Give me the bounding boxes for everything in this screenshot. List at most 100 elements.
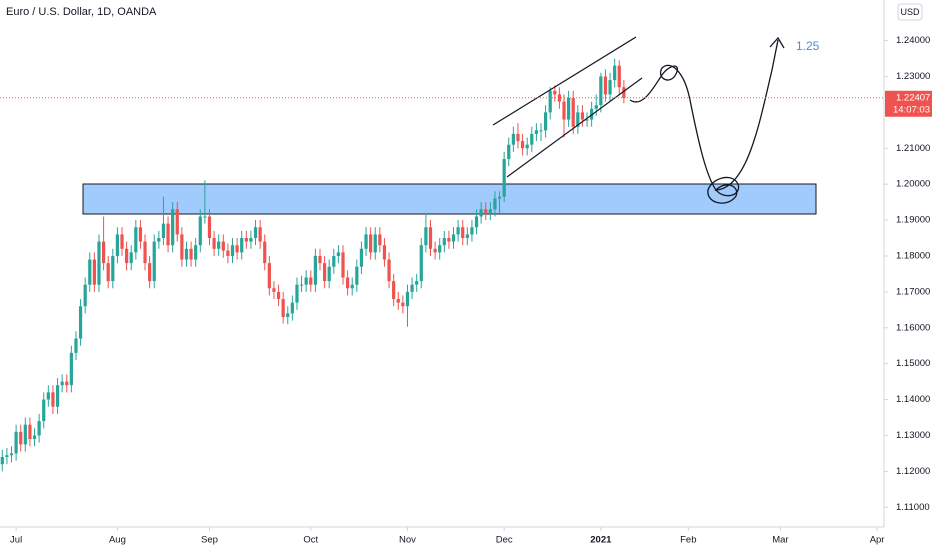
candle-body	[203, 216, 207, 218]
candle-body	[507, 144, 511, 160]
candle-body	[281, 299, 285, 317]
candle-body	[148, 263, 152, 282]
candle-body	[543, 112, 548, 131]
candle-body	[152, 241, 156, 282]
candle-body	[392, 281, 396, 300]
candle-body	[5, 455, 9, 457]
candle-body	[272, 288, 276, 292]
candle-body	[548, 90, 552, 113]
candle-body	[230, 245, 235, 256]
candle-body	[304, 277, 308, 285]
last-price-box	[885, 90, 932, 117]
candle-body	[198, 216, 202, 246]
candle-body	[0, 456, 4, 465]
candle-body	[442, 238, 446, 246]
candle-body	[396, 299, 400, 303]
y-tick-label: 1.12000	[896, 466, 930, 477]
candle-body	[599, 76, 603, 106]
currency-label: USD	[900, 7, 920, 17]
y-tick-label: 1.17000	[896, 286, 930, 297]
candle-body	[585, 119, 589, 121]
candle-body	[539, 130, 543, 132]
candle-body	[488, 209, 492, 213]
y-tick-label: 1.23000	[896, 71, 930, 82]
candle-body	[46, 392, 50, 400]
x-tick-label: Apr	[870, 535, 885, 546]
candle-body	[129, 252, 133, 264]
candle-body	[332, 255, 336, 267]
candle-body	[622, 87, 626, 99]
candle-body	[359, 248, 364, 267]
candle-body	[74, 338, 78, 353]
candle-body	[470, 227, 474, 235]
candle-body	[226, 250, 230, 256]
candle-body	[438, 245, 442, 253]
candle-body	[594, 105, 598, 109]
channel-upper	[492, 36, 637, 126]
candle-body	[382, 245, 387, 260]
support-zone	[82, 183, 817, 215]
x-tick-label: Dec	[496, 535, 513, 546]
currency-button[interactable]	[897, 3, 923, 21]
candle-body	[350, 284, 354, 289]
candle-body	[83, 284, 87, 307]
candle-body	[530, 133, 534, 145]
candle-body	[553, 90, 557, 95]
candle-body	[240, 238, 244, 253]
y-tick-label: 1.16000	[896, 322, 930, 333]
candle-body	[520, 141, 525, 149]
projection-path	[629, 39, 779, 204]
candle-body	[88, 259, 92, 285]
x-tick-label: Mar	[772, 535, 788, 546]
projection-arrow	[769, 36, 785, 49]
candle-body	[525, 144, 529, 149]
x-tick-label: Sep	[201, 535, 218, 546]
candle-body	[401, 302, 405, 307]
candle-body	[447, 238, 451, 242]
candles	[0, 58, 626, 472]
candle-body	[484, 209, 488, 213]
candle-body	[55, 385, 60, 407]
candle-body	[567, 98, 571, 120]
candle-body	[78, 306, 83, 339]
candle-body	[364, 234, 368, 249]
y-tick-label: 1.24000	[896, 35, 930, 46]
x-tick-label: Feb	[680, 535, 696, 546]
candle-body	[23, 424, 27, 445]
candle-body	[244, 238, 248, 242]
candle-body	[221, 241, 225, 251]
x-tick-label: Jul	[10, 535, 22, 546]
candle-body	[424, 227, 428, 246]
candle-body	[309, 277, 313, 285]
candle-body	[336, 252, 341, 256]
candle-body	[157, 238, 161, 242]
candle-body	[511, 133, 515, 145]
candle-body	[28, 424, 32, 440]
candle-body	[479, 209, 483, 217]
candle-body	[355, 266, 359, 285]
candle-body	[51, 392, 55, 407]
x-tick-label: Aug	[109, 535, 126, 546]
candle-body	[217, 241, 221, 249]
candle-body	[493, 198, 497, 210]
candle-body	[106, 263, 110, 282]
countdown-label: 14:07:03	[893, 104, 930, 115]
candle-body	[267, 263, 271, 289]
candle-body	[263, 241, 267, 264]
candle-body	[576, 112, 580, 127]
candle-body	[295, 284, 299, 303]
candle-body	[608, 80, 612, 95]
candle-body	[125, 248, 129, 264]
y-tick-label: 1.11000	[896, 502, 930, 513]
candle-body	[405, 291, 410, 307]
y-tick-label: 1.20000	[896, 179, 930, 190]
candle-body	[613, 65, 617, 81]
candle-body	[378, 234, 382, 246]
candle-body	[313, 255, 317, 285]
candle-body	[327, 266, 331, 282]
candle-body	[580, 112, 585, 120]
candle-body	[617, 65, 621, 88]
candle-body	[69, 352, 73, 386]
candle-body	[465, 234, 469, 239]
